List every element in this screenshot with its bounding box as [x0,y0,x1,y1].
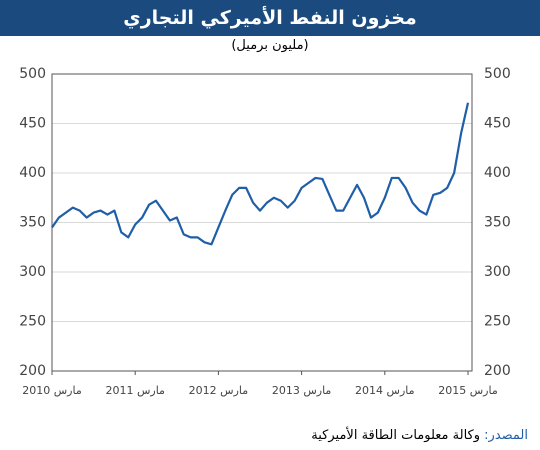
plot-frame [51,73,473,372]
x-tick-label: مارس 2011 [105,384,165,397]
y2-tick-label: 500 [484,66,511,82]
y-tick-label: 500 [19,66,46,82]
chart-subtitle: (مليون برميل) [231,38,309,53]
source-text: وكالة معلومات الطاقة الأميركية [311,428,481,443]
y2-tick-label: 300 [484,264,511,280]
y-tick-label: 250 [19,314,46,330]
x-tick-label: مارس 2013 [272,384,332,397]
x-tick-label: مارس 2015 [438,384,498,397]
x-tick-label: مارس 2014 [355,384,415,397]
y-tick-label: 300 [19,264,46,280]
x-tick-label: مارس 2010 [22,384,82,397]
y-tick-label: 450 [19,116,46,132]
y2-tick-label: 200 [484,363,511,379]
chart-title: مخزون النفط الأميركي التجاري [0,0,540,36]
y2-tick-label: 450 [484,116,511,132]
y-tick-label: 350 [19,215,46,231]
data-line [51,102,470,246]
y-tick-label: 200 [19,363,46,379]
x-tick-label: مارس 2012 [189,384,249,397]
y2-tick-label: 400 [484,165,511,181]
source-note: المصدر: وكالة معلومات الطاقة الأميركية [311,428,528,443]
source-label: المصدر: [484,428,528,443]
y-tick-label: 400 [19,165,46,181]
y2-tick-label: 350 [484,215,511,231]
y2-tick-label: 250 [484,314,511,330]
